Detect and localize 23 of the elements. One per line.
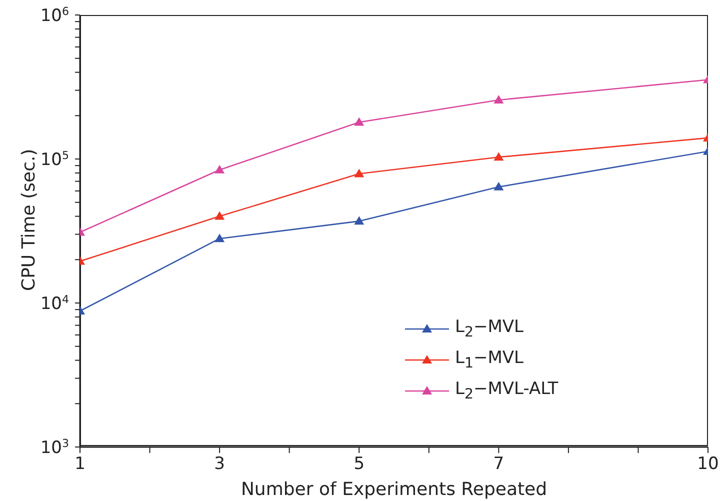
x-tick-label: 10 — [697, 454, 719, 474]
y-tick-label: 10$^{5}$ — [40, 148, 69, 170]
legend-label: L$_{2}$−MVL-ALT — [455, 378, 558, 402]
x-tick-label: 3 — [214, 454, 225, 474]
point — [494, 182, 504, 190]
y-tick-label: 10$^{4}$ — [40, 292, 69, 314]
legend-label: L$_{1}$−MVL — [455, 348, 524, 372]
y-axis-title: CPU Time (sec.) — [18, 148, 40, 291]
x-tick-label: 1 — [74, 454, 86, 474]
x-axis-title: Number of Experiments Repeated — [240, 479, 548, 500]
x-tick-label: 7 — [493, 454, 504, 474]
y-tick-label: 10$^{3}$ — [40, 436, 69, 458]
x-tick-label: 5 — [354, 454, 365, 474]
legend-label: L$_{2}$−MVL — [455, 316, 524, 340]
point — [494, 152, 504, 161]
point — [354, 216, 364, 225]
point — [354, 117, 364, 126]
point — [494, 94, 504, 104]
point — [214, 211, 225, 220]
y-tick-label: 10$^{6}$ — [40, 4, 69, 26]
point — [214, 164, 225, 174]
point — [214, 234, 225, 242]
point — [354, 168, 364, 178]
